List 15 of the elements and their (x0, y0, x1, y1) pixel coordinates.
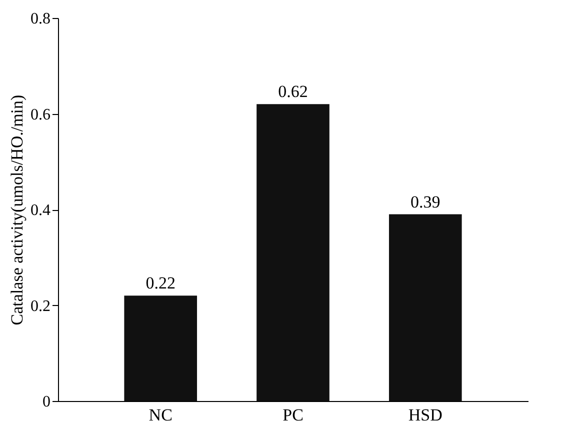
y-tick-label: 0.8 (30, 10, 50, 28)
y-axis-title: Catalase activity(umols/HO./min) (8, 94, 26, 326)
y-tick-label: 0 (42, 394, 50, 410)
data-label: 0.39 (410, 192, 440, 212)
y-tick-label: 0.6 (30, 106, 50, 124)
x-tick-label: PC (282, 406, 304, 424)
data-label: 0.22 (146, 274, 176, 293)
bar (388, 214, 462, 401)
bar (124, 296, 198, 401)
x-tick-label: NC (148, 406, 172, 424)
data-label: 0.62 (278, 82, 308, 102)
y-tick-label: 0.4 (30, 202, 50, 219)
x-tick-label: HSD (408, 406, 442, 424)
y-tick-label: 0.2 (30, 298, 50, 315)
bar (256, 104, 330, 401)
